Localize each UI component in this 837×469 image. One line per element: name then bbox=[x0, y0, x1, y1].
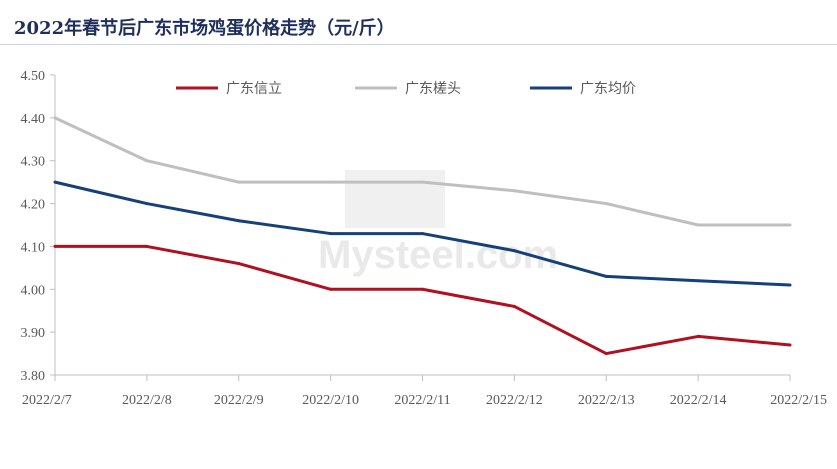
watermark: Mysteel.com bbox=[318, 170, 558, 277]
title-divider bbox=[0, 44, 837, 45]
data-point bbox=[788, 343, 792, 347]
x-tick-label: 2022/2/13 bbox=[578, 393, 635, 408]
series-layer bbox=[53, 116, 792, 356]
data-point bbox=[53, 244, 57, 248]
data-point bbox=[421, 180, 424, 184]
y-tick-label: 4.40 bbox=[21, 112, 46, 127]
data-point bbox=[421, 232, 424, 236]
data-point bbox=[329, 180, 333, 184]
y-tick-label: 4.50 bbox=[21, 69, 46, 84]
data-point bbox=[696, 223, 700, 227]
legend: 广东信立 广东槎头 广东均价 bbox=[176, 81, 636, 97]
data-point bbox=[512, 189, 516, 193]
legend-label-0: 广东信立 bbox=[226, 81, 282, 97]
axes: 3.80 3.90 4.00 4.10 4.20 4.30 4.40 4.50 2022/2/7… bbox=[21, 69, 828, 408]
data-point bbox=[145, 159, 149, 163]
x-tick-label: 2022/2/12 bbox=[486, 393, 543, 408]
data-point bbox=[237, 180, 241, 184]
y-tick-label: 4.30 bbox=[21, 155, 46, 170]
y-tick-label: 3.80 bbox=[21, 369, 46, 384]
x-tick-label: 2022/2/15 bbox=[770, 393, 827, 408]
x-tick-label: 2022/2/7 bbox=[22, 393, 72, 408]
y-tick-label: 4.20 bbox=[21, 198, 46, 213]
x-tick-label: 2022/2/14 bbox=[670, 393, 727, 408]
x-tick-label: 2022/2/8 bbox=[122, 393, 172, 408]
data-point bbox=[788, 283, 792, 287]
chart-title: 2022年春节后广东市场鸡蛋价格走势（元/斤） bbox=[14, 18, 395, 39]
watermark-text: Mysteel.com bbox=[318, 233, 558, 277]
data-point bbox=[604, 202, 608, 206]
watermark-logo bbox=[345, 170, 445, 228]
y-tick-label: 4.10 bbox=[21, 240, 46, 255]
legend-label-1: 广东槎头 bbox=[405, 81, 461, 97]
data-point bbox=[237, 219, 241, 223]
data-point bbox=[53, 180, 57, 184]
data-point bbox=[512, 249, 516, 253]
data-point bbox=[237, 262, 241, 266]
x-tick-label: 2022/2/10 bbox=[302, 393, 359, 408]
data-point bbox=[53, 116, 57, 120]
data-point bbox=[604, 274, 608, 278]
legend-label-2: 广东均价 bbox=[580, 81, 636, 97]
x-tick-label: 2022/2/11 bbox=[394, 393, 450, 408]
data-point bbox=[696, 334, 700, 338]
data-point bbox=[512, 304, 516, 308]
data-point bbox=[421, 287, 424, 291]
data-point bbox=[329, 232, 333, 236]
y-tick-label: 3.90 bbox=[21, 326, 46, 341]
title-bar: 2022年春节后广东市场鸡蛋价格走势（元/斤） bbox=[0, 0, 837, 46]
data-point bbox=[145, 202, 149, 206]
y-tick-label: 4.00 bbox=[21, 283, 46, 298]
data-point bbox=[696, 279, 700, 283]
data-point bbox=[788, 223, 792, 227]
x-tick-label: 2022/2/9 bbox=[214, 393, 264, 408]
data-point bbox=[145, 244, 149, 248]
data-point bbox=[329, 287, 333, 291]
data-point bbox=[604, 352, 608, 356]
